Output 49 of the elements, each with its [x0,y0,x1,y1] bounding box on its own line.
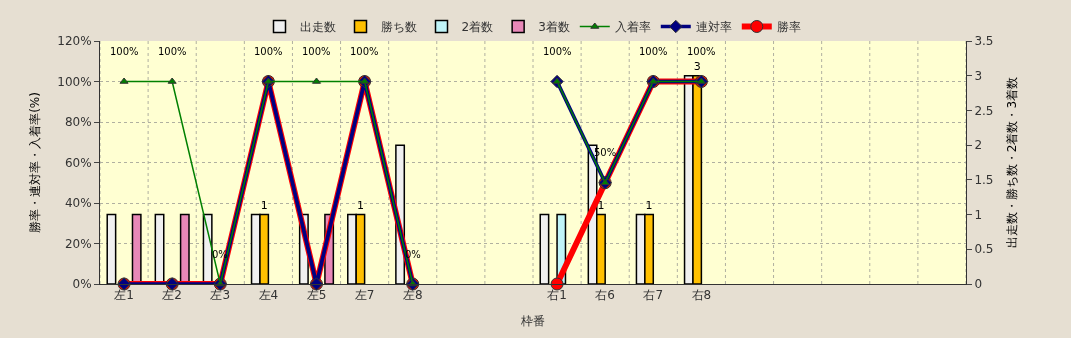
y2-tick-label: 1 [974,207,983,222]
data-label: 100% [543,46,572,57]
legend-label: 2着数 [461,20,494,35]
data-label: 1 [356,198,364,212]
data-label: 1 [597,198,605,212]
data-label: 100% [110,46,139,57]
legend-label: 出走数 [299,20,336,35]
x-tick-label: 左7 [354,288,375,303]
x-tick-label: 左5 [306,288,327,303]
x-tick-label: 左1 [114,288,134,303]
legend-label: 3着数 [538,20,570,35]
x-tick-label: 左4 [258,288,279,303]
y2-tick-label: 1.5 [974,173,994,188]
legend-label: 勝率 [776,20,801,35]
x-tick-label: 右6 [595,288,615,303]
data-label: 100% [639,46,668,57]
y2-tick-label: 2 [974,138,983,153]
y-tick-label: 80% [64,115,92,130]
y2-tick-label: 2.5 [974,103,994,118]
legend-label: 入着率 [614,20,651,35]
legend-label: 勝ち数 [380,20,417,35]
x-tick-label: 右8 [691,288,712,303]
y-tick-label: 120% [57,34,92,49]
data-label: 1 [645,198,653,212]
y2-tick-label: 0 [974,277,983,292]
x-axis-title: 枠番 [520,314,545,329]
y2-tick-label: 3.5 [974,34,994,49]
y2-tick-label: 3 [974,68,983,83]
data-label: 100% [158,46,187,57]
x-tick-label: 左3 [210,288,231,303]
x-tick-label: 左8 [402,288,423,303]
y-tick-label: 100% [57,74,92,89]
y-tick-label: 0% [72,277,92,292]
data-label: 100% [302,46,331,57]
y-tick-label: 40% [64,196,92,211]
y-axis-title: 勝率・連対率・入着率(%) [27,92,42,233]
data-label: 100% [254,46,283,57]
data-label: 3 [693,59,701,73]
x-tick-label: 右1 [547,288,567,303]
y-tick-label: 20% [64,236,92,251]
data-label: 100% [350,46,379,57]
y-tick-label: 60% [64,155,92,170]
y2-axis-title: 出走数・勝ち数・2着数・3着数 [1005,76,1020,249]
x-tick-label: 右7 [643,288,664,303]
data-label: 1 [260,198,268,212]
data-label: 100% [687,46,716,57]
legend-label: 連対率 [695,20,732,35]
y2-tick-label: 0.5 [974,242,994,257]
x-tick-label: 左2 [162,288,182,303]
